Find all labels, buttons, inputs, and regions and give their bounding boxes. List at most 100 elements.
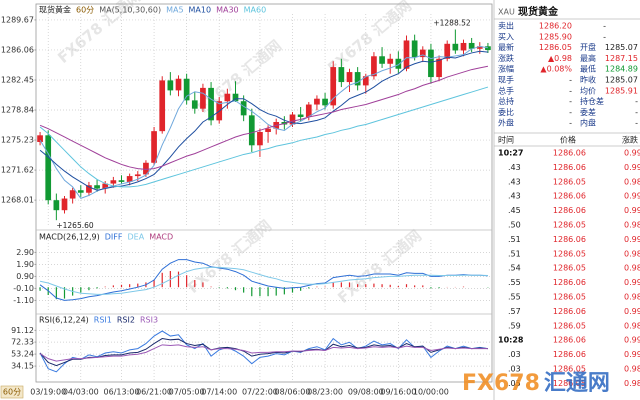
candle-body — [468, 42, 475, 49]
tick-price: 1286.05 — [553, 321, 586, 330]
period-tab-label[interactable]: 60分 — [3, 388, 21, 397]
panel-title: RSI(6,12,24) — [39, 316, 89, 325]
tick-change: 0.98 — [624, 177, 640, 186]
y-tick-label: 1286.06 — [1, 45, 34, 54]
quote-value: 1284.89 — [605, 65, 638, 74]
tick-change: 0.98 — [624, 293, 640, 302]
series-line — [39, 344, 488, 362]
ticks-header: 价格 — [560, 135, 576, 145]
panel-title: 现货黄金 — [39, 5, 71, 15]
y-tick-label: 0.90 — [16, 272, 34, 281]
tick-price: 1286.05 — [553, 249, 586, 258]
legend-entry: MA10 — [189, 6, 212, 15]
candle-body — [322, 98, 328, 106]
candle-body — [428, 49, 434, 78]
tick-change: 0.99 — [624, 149, 640, 158]
tick-price: 1286.05 — [553, 293, 586, 302]
candle-body — [134, 174, 141, 177]
legend-entry: MA5 — [166, 6, 183, 15]
tick-price: 1286.06 — [553, 192, 586, 201]
quote-value: - — [603, 32, 606, 41]
quote-label: 开盘 — [580, 42, 596, 52]
series-line — [39, 259, 488, 301]
tick-time: .45 — [508, 206, 521, 215]
tick-time: .43 — [508, 163, 521, 172]
quote-label: 总手 — [498, 85, 514, 95]
tick-price: 1286.05 — [553, 221, 586, 230]
candle-body — [314, 98, 320, 105]
tick-price: 1286.06 — [553, 235, 586, 244]
quote-value: 1285.07 — [605, 76, 638, 85]
tick-change: 0.98 — [624, 249, 640, 258]
logo: FX678 汇通网 — [462, 371, 610, 396]
tick-change: 0.99 — [624, 307, 640, 316]
tick-change: 0.98 — [624, 321, 640, 330]
tick-change: 0.99 — [624, 192, 640, 201]
y-tick-label: 34.15 — [11, 362, 34, 371]
quote-value: 1286.20 — [539, 22, 572, 31]
series-line — [39, 266, 488, 295]
annotation: +1288.52 — [433, 18, 471, 27]
tick-price: 1286.05 — [553, 379, 586, 388]
legend-entry: DIFF — [105, 233, 123, 242]
series-line — [39, 338, 488, 367]
quote-label: 涨幅 — [498, 64, 514, 74]
tick-price: 1286.06 — [553, 278, 586, 287]
quote-value: - — [635, 108, 638, 117]
candle-body — [460, 42, 467, 51]
quote-value: - — [635, 119, 638, 128]
candle-body — [395, 58, 402, 69]
tick-time: .59 — [508, 321, 521, 330]
quote-value: 1285.91 — [605, 86, 638, 95]
quote-value: - — [569, 76, 572, 85]
y-tick-label: 1289.67 — [1, 15, 34, 24]
legend-entry: MA60 — [244, 6, 267, 15]
annotation: +1265.60 — [56, 221, 94, 230]
candle-body — [362, 76, 369, 86]
candle-body — [338, 67, 345, 83]
ticks-header: 涨跌 — [622, 135, 638, 145]
tick-price: 1286.06 — [553, 336, 586, 345]
legend-entry: RSI1 — [94, 316, 112, 325]
candle-body — [330, 67, 337, 106]
quote-value: - — [603, 22, 606, 31]
x-tick-label: 07/14:00 — [201, 388, 237, 397]
quote-value: - — [569, 86, 572, 95]
candle-body — [248, 115, 255, 146]
candle-body — [183, 78, 190, 101]
candle-body — [77, 190, 84, 193]
candle-body — [419, 49, 426, 58]
legend-entry: MA30 — [216, 6, 239, 15]
candle-body — [45, 135, 52, 201]
candle-body — [240, 101, 247, 116]
quote-value: 1285.90 — [539, 32, 572, 41]
candle-body — [53, 200, 60, 211]
candle-body — [476, 46, 483, 49]
candle-body — [86, 185, 92, 193]
quote-label: 持仓差 — [580, 96, 604, 106]
tick-change: 0.99 — [624, 206, 640, 215]
candle-body — [452, 43, 459, 51]
period-tab[interactable] — [0, 385, 24, 399]
tick-time: .57 — [508, 307, 521, 316]
period-label: 60分 — [76, 6, 94, 15]
quote-value: ▲0.08% — [540, 65, 572, 74]
quote-label: 总持 — [498, 96, 514, 106]
quote-label: 外盘 — [498, 118, 514, 128]
tick-price: 1286.06 — [553, 206, 586, 215]
candle-body — [485, 46, 491, 51]
tick-change: 0.98 — [624, 379, 640, 388]
quote-label: 最低 — [580, 64, 596, 74]
quote-value: - — [569, 108, 572, 117]
candle-body — [69, 190, 76, 199]
tick-price: 1286.06 — [553, 163, 586, 172]
x-tick-label: 03/19:00 — [30, 388, 66, 397]
logo-name: 汇通网 — [544, 371, 610, 396]
tick-time: .54 — [508, 264, 521, 273]
quote-label: 委比 — [498, 107, 514, 117]
y-tick-label: 1275.23 — [1, 136, 34, 145]
tick-time: .55 — [508, 293, 521, 302]
x-tick-label: 06/13:00 — [104, 388, 140, 397]
tick-time: .05 — [508, 379, 521, 388]
